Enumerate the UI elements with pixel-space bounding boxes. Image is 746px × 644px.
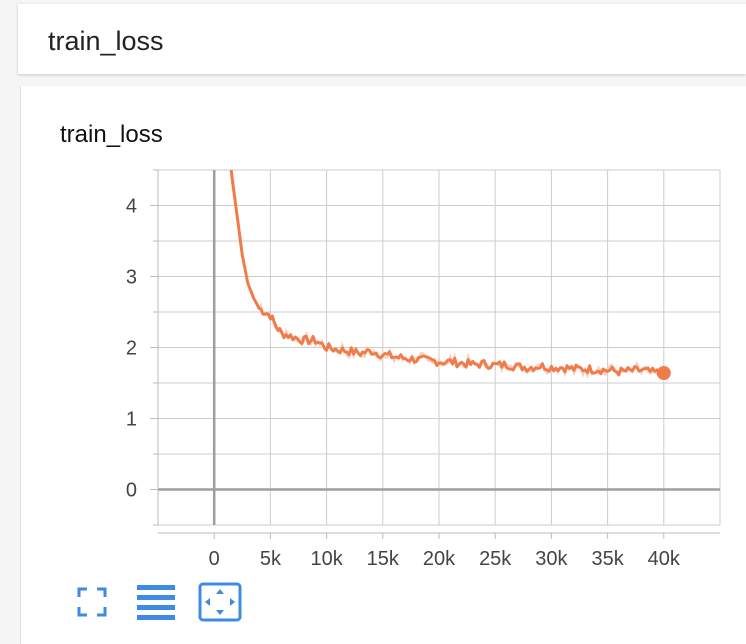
x-tick-label: 0: [209, 548, 220, 570]
chart-axes: [150, 169, 720, 539]
fit-domain-button[interactable]: [70, 580, 114, 624]
raw-series-layer: [230, 169, 665, 380]
panel-header[interactable]: train_loss: [18, 4, 746, 74]
toggle-log-scale-button[interactable]: [134, 580, 178, 624]
y-tick-label: 4: [126, 196, 137, 218]
x-tick-label: 25k: [479, 548, 512, 570]
panel-header-title: train_loss: [48, 26, 164, 56]
fit-to-data-icon: [198, 582, 242, 622]
x-tick-label: 40k: [648, 548, 681, 570]
last-point-marker: [656, 366, 671, 381]
y-tick-label: 3: [126, 267, 137, 289]
chart-title: train_loss: [60, 121, 163, 148]
lines-icon: [137, 585, 175, 620]
y-tick-label: 0: [126, 480, 137, 502]
y-tick-label: 1: [126, 409, 137, 431]
x-tick-label: 10k: [310, 548, 343, 570]
train-loss-raw-line: [230, 169, 665, 380]
tick-labels: 0 1 2 3 4 0 5k 10k 15k 20k 25k 30k 35k 40k: [126, 196, 681, 571]
zoom-fit-button[interactable]: [198, 580, 242, 624]
chart-grid: [157, 169, 721, 526]
x-tick-label: 15k: [367, 548, 400, 570]
x-tick-label: 35k: [591, 548, 624, 570]
x-tick-label: 20k: [423, 548, 456, 570]
train-loss-line: [229, 169, 666, 378]
x-tick-label: 5k: [260, 548, 282, 570]
fullscreen-icon: [77, 587, 107, 617]
smoothed-series-layer: [229, 169, 671, 381]
x-tick-label: 30k: [535, 548, 568, 570]
y-tick-label: 2: [126, 338, 137, 360]
